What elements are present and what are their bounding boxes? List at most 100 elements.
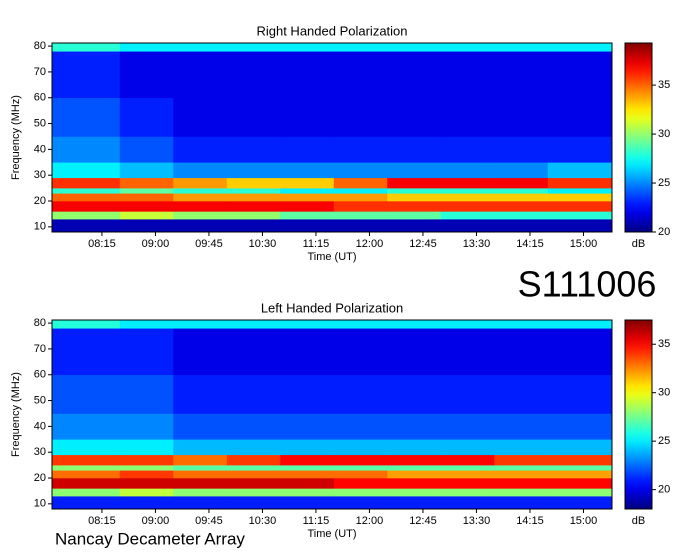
heatmap-cell	[333, 177, 388, 189]
heatmap-cell	[226, 454, 281, 466]
x-tick-label: 12:00	[356, 238, 384, 250]
heatmap-cell	[333, 470, 388, 479]
heatmap-cell	[387, 97, 442, 137]
heatmap-cell	[333, 136, 388, 163]
heatmap-cell	[494, 193, 549, 202]
heatmap-cell	[387, 478, 442, 489]
heatmap-cell	[173, 413, 228, 440]
x-tick-label: 08:15	[88, 515, 116, 527]
heatmap-cell	[173, 188, 228, 194]
heatmap-cell	[52, 51, 121, 99]
heatmap-cell	[547, 328, 613, 376]
heatmap-cell	[280, 201, 335, 212]
y-tick-label: 30	[34, 169, 46, 181]
heatmap-cell	[52, 478, 121, 489]
heatmap-cell	[547, 51, 613, 99]
heatmap-cell	[494, 219, 549, 233]
colorbar	[624, 42, 653, 233]
heatmap-cell	[440, 478, 495, 489]
y-tick-label: 60	[34, 369, 46, 381]
heatmap-cell	[280, 97, 335, 137]
heatmap-cell	[387, 454, 442, 466]
heatmap-cell	[52, 219, 121, 233]
heatmap-cell	[333, 413, 388, 440]
colorbar-label: dB	[632, 515, 645, 527]
y-tick-label: 70	[34, 66, 46, 78]
heatmap-cell	[280, 43, 335, 52]
heatmap-cell	[173, 320, 228, 329]
y-tick-label: 20	[34, 472, 46, 484]
heatmap-cell	[173, 439, 228, 456]
heatmap-cell	[440, 188, 495, 194]
heatmap-cell	[226, 439, 281, 456]
heatmap-cell	[280, 136, 335, 163]
heatmap-cell	[333, 43, 388, 52]
heatmap-cell	[494, 496, 549, 510]
heatmap-cell	[547, 193, 613, 202]
heatmap-cell	[226, 136, 281, 163]
heatmap-cell	[333, 320, 388, 329]
heatmap-cell	[119, 496, 174, 510]
plot-frame	[51, 42, 613, 233]
x-tick-label: 13:30	[463, 515, 491, 527]
heatmap-cell	[494, 201, 549, 212]
heatmap-cell	[280, 320, 335, 329]
heatmap-cell	[494, 51, 549, 99]
y-tick-label: 40	[34, 420, 46, 432]
heatmap-cell	[547, 374, 613, 414]
heatmap-cell	[226, 470, 281, 479]
heatmap-cell	[333, 496, 388, 510]
x-tick-label: 11:15	[303, 238, 330, 250]
heatmap-cell	[494, 374, 549, 414]
heatmap-cell	[494, 439, 549, 456]
heatmap-cell	[173, 43, 228, 52]
heatmap-cell	[226, 465, 281, 471]
heatmap-cell	[440, 219, 495, 233]
heatmap-cell	[119, 43, 174, 52]
heatmap-cell	[280, 188, 335, 194]
heatmap-cell	[387, 374, 442, 414]
heatmap-cell	[119, 465, 174, 471]
x-tick-label: 14:15	[516, 238, 544, 250]
y-tick-label: 50	[34, 117, 46, 129]
heatmap-cell	[440, 439, 495, 456]
y-tick-label: 80	[34, 40, 46, 52]
y-tick-label: 60	[34, 92, 46, 104]
heatmap-cell	[547, 478, 613, 489]
heatmap-cell	[440, 465, 495, 471]
heatmap-cell	[387, 211, 442, 220]
colorbar-tick-label: 30	[658, 128, 670, 140]
heatmap-cell	[226, 43, 281, 52]
heatmap-cell	[226, 320, 281, 329]
heatmap-cell	[440, 496, 495, 510]
heatmap-cell	[226, 219, 281, 233]
heatmap-cell	[173, 136, 228, 163]
heatmap-cell	[494, 320, 549, 329]
heatmap-cell	[119, 188, 174, 194]
heatmap-cell	[119, 328, 174, 376]
heatmap-cell	[52, 43, 121, 52]
heatmap-cell	[52, 374, 121, 414]
heatmap-cell	[440, 201, 495, 212]
heatmap-cell	[226, 177, 281, 189]
heatmap-cell	[440, 97, 495, 137]
heatmap-cell	[173, 478, 228, 489]
heatmap-cell	[280, 488, 335, 497]
heatmap-cell	[52, 328, 121, 376]
heatmap-cell	[280, 177, 335, 189]
heatmap-cell	[52, 496, 121, 510]
heatmap-cell	[387, 162, 442, 179]
x-tick-label: 15:00	[570, 515, 598, 527]
id-label: S111006	[518, 264, 657, 305]
heatmap-cell	[280, 496, 335, 510]
heatmap-cell	[494, 43, 549, 52]
heatmap-cell	[333, 211, 388, 220]
heatmap-cell	[440, 51, 495, 99]
heatmap-cell	[173, 496, 228, 510]
heatmap-cell	[226, 488, 281, 497]
y-tick-label: 20	[34, 195, 46, 207]
heatmap-cell	[440, 136, 495, 163]
heatmap-cell	[280, 470, 335, 479]
heatmap-cell	[440, 413, 495, 440]
